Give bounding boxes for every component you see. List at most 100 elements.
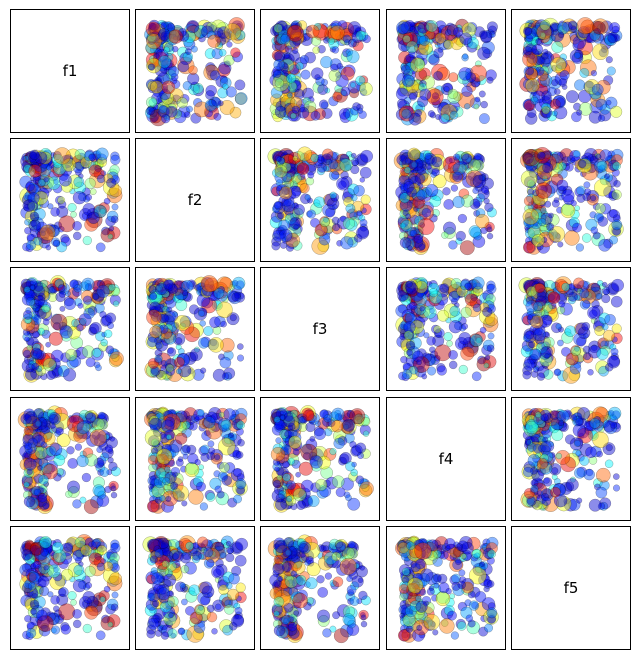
- data-point: [409, 617, 418, 626]
- data-point: [42, 470, 52, 480]
- data-point: [425, 571, 439, 586]
- data-point: [569, 31, 580, 42]
- data-point: [539, 417, 550, 427]
- data-point: [276, 185, 283, 192]
- data-point: [19, 187, 37, 205]
- data-point: [532, 48, 543, 59]
- data-point: [287, 622, 298, 632]
- data-point: [209, 290, 221, 302]
- data-point: [553, 286, 562, 295]
- data-point: [29, 162, 38, 171]
- data-point: [410, 157, 424, 172]
- data-point: [24, 461, 41, 478]
- data-point: [558, 422, 569, 433]
- data-point: [396, 154, 408, 166]
- data-point: [345, 606, 358, 620]
- data-point: [360, 194, 371, 205]
- data-point: [152, 310, 160, 318]
- data-point: [336, 94, 342, 101]
- data-point: [523, 157, 536, 170]
- data-point: [284, 412, 298, 426]
- data-point: [359, 424, 371, 436]
- data-point: [204, 99, 217, 112]
- data-point: [168, 459, 176, 467]
- data-point: [155, 81, 162, 88]
- data-point: [334, 162, 342, 170]
- data-point: [565, 218, 579, 232]
- data-point: [412, 28, 419, 35]
- data-point: [538, 291, 550, 303]
- data-point: [33, 208, 46, 221]
- data-point: [287, 92, 293, 99]
- data-point: [106, 548, 118, 561]
- data-point: [161, 547, 172, 558]
- data-point: [188, 546, 198, 557]
- data-point: [570, 345, 582, 357]
- data-point: [277, 556, 283, 563]
- data-point: [29, 299, 39, 309]
- data-point: [234, 291, 246, 303]
- data-point: [554, 279, 568, 292]
- data-point: [278, 157, 286, 165]
- data-point: [220, 286, 232, 299]
- data-point: [154, 496, 163, 504]
- data-point: [410, 296, 418, 303]
- data-point: [321, 153, 333, 166]
- data-point: [592, 422, 601, 431]
- data-point: [409, 337, 422, 350]
- data-point: [35, 365, 43, 373]
- data-point: [43, 409, 56, 422]
- data-point: [400, 319, 412, 330]
- data-point: [153, 425, 160, 433]
- data-point: [597, 414, 611, 428]
- data-point: [156, 448, 173, 465]
- data-point: [153, 583, 164, 595]
- data-point: [89, 428, 107, 446]
- data-point: [286, 544, 298, 557]
- data-point: [155, 550, 167, 561]
- data-point: [147, 416, 160, 429]
- data-point: [219, 76, 232, 89]
- data-point: [574, 437, 584, 447]
- data-point: [542, 440, 555, 453]
- data-point: [409, 163, 418, 172]
- data-point: [523, 65, 535, 77]
- data-point: [312, 23, 328, 39]
- data-point: [529, 348, 542, 361]
- data-point: [158, 494, 166, 502]
- data-point: [533, 419, 540, 426]
- data-point: [535, 341, 548, 354]
- data-point: [272, 414, 284, 426]
- data-point: [310, 110, 321, 121]
- data-point: [456, 70, 471, 85]
- data-point: [409, 178, 417, 186]
- data-point: [531, 26, 539, 34]
- data-point: [233, 421, 243, 431]
- data-point: [401, 151, 414, 164]
- data-point: [283, 614, 296, 628]
- data-point: [74, 168, 82, 176]
- data-point: [408, 26, 419, 37]
- data-point: [33, 163, 48, 178]
- data-point: [428, 280, 438, 289]
- data-point: [332, 576, 344, 588]
- data-point: [236, 480, 246, 490]
- data-point: [27, 217, 40, 230]
- data-point: [288, 613, 298, 623]
- data-point: [163, 562, 170, 568]
- data-point: [282, 54, 292, 65]
- data-point: [34, 163, 47, 176]
- data-point: [154, 349, 163, 357]
- data-point: [397, 99, 411, 113]
- data-point: [276, 33, 288, 45]
- data-point: [79, 318, 87, 326]
- data-point: [576, 466, 588, 478]
- data-point: [485, 29, 495, 39]
- data-point: [429, 195, 442, 208]
- data-point: [213, 287, 225, 299]
- data-point: [161, 80, 176, 95]
- data-point: [84, 453, 98, 467]
- data-point: [47, 405, 63, 421]
- data-point: [107, 575, 119, 587]
- data-point: [288, 26, 302, 40]
